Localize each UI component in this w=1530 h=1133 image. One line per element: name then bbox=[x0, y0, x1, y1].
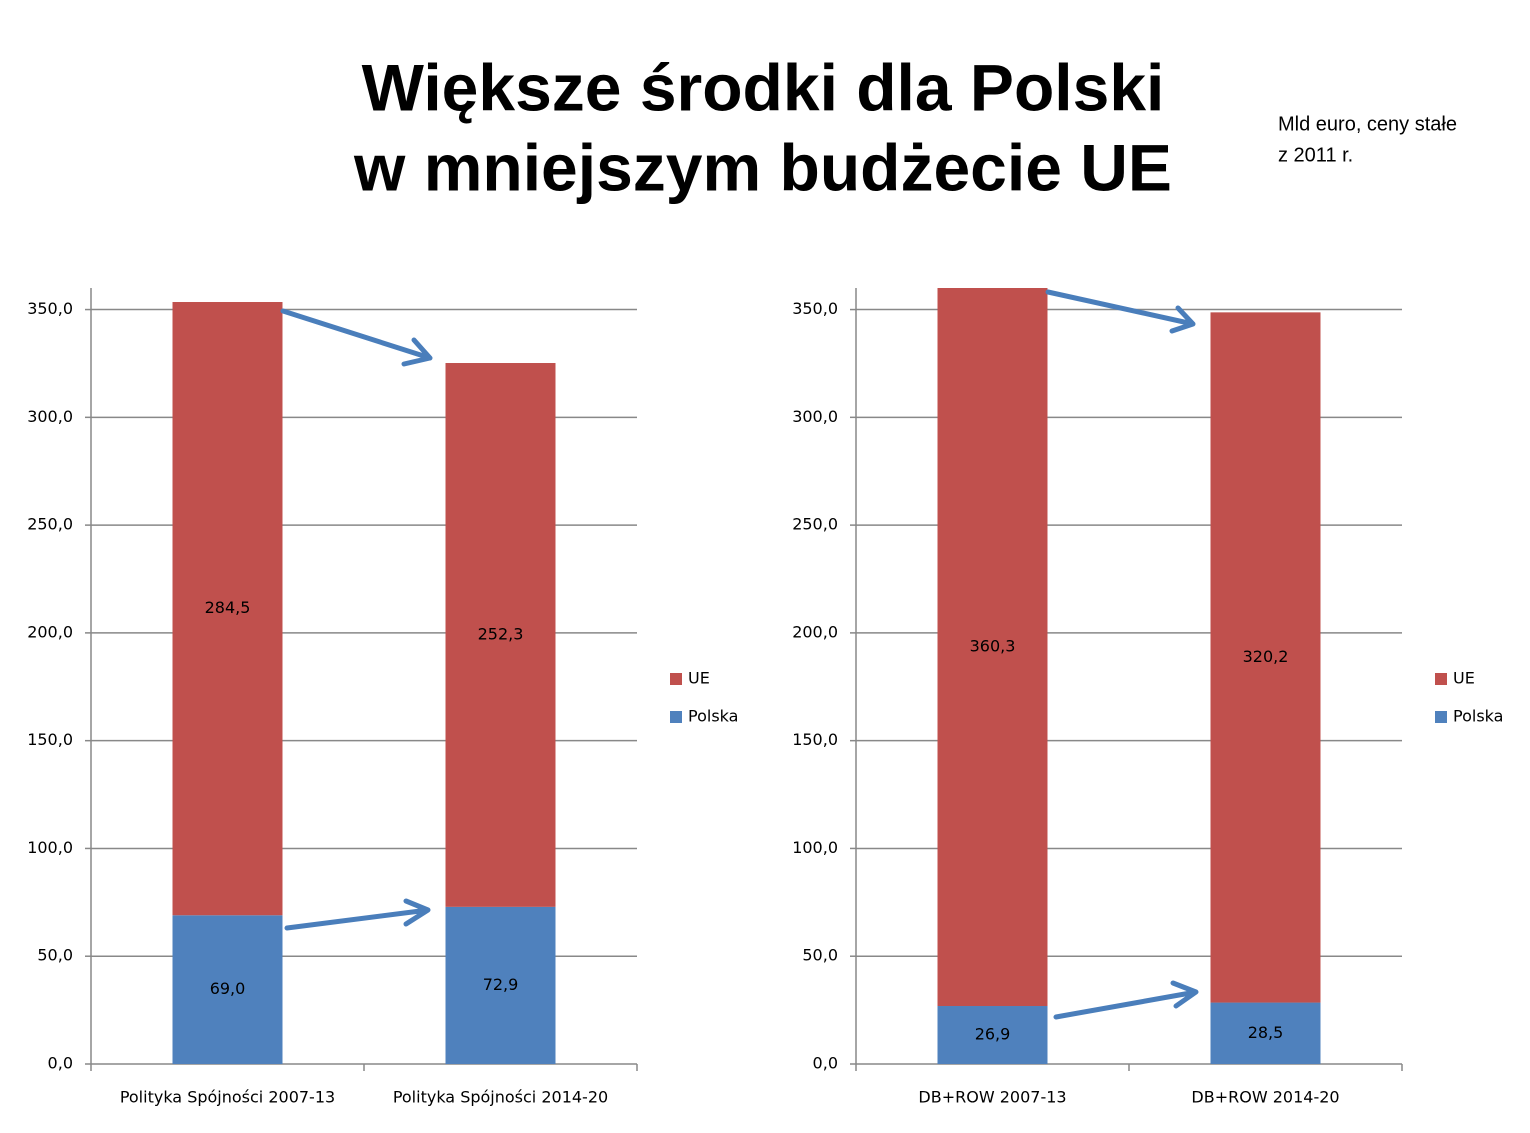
value-label: 69,0 bbox=[210, 979, 246, 998]
value-label: 320,2 bbox=[1243, 647, 1289, 666]
y-tick-label: 150,0 bbox=[792, 730, 838, 749]
value-label: 360,3 bbox=[970, 637, 1016, 656]
y-tick-label: 50,0 bbox=[37, 946, 73, 965]
bar-segment bbox=[172, 915, 283, 1064]
note-line: Mld euro, ceny stałe bbox=[1278, 113, 1457, 135]
charts: 0,0 50,0 100,0 150,0 200,0 250,0 300,0 350,0 Pol… bbox=[27, 288, 1503, 1107]
y-tick-label: 150,0 bbox=[27, 730, 73, 749]
y-tick-label: 0,0 bbox=[813, 1054, 838, 1073]
value-label: 72,9 bbox=[483, 975, 519, 994]
arrows bbox=[280, 289, 1199, 1020]
arrow bbox=[1045, 289, 1196, 334]
y-tick-label: 200,0 bbox=[792, 622, 838, 641]
x-tick-label: DB+ROW 2014-20 bbox=[1191, 1088, 1339, 1107]
title-line: Większe środki dla Polski bbox=[362, 50, 1165, 124]
y-tick-label: 300,0 bbox=[792, 407, 838, 426]
y-tick-label: 100,0 bbox=[27, 838, 73, 857]
legend-swatch bbox=[1435, 673, 1447, 685]
legend-swatch bbox=[1435, 711, 1447, 723]
y-tick-label: 100,0 bbox=[792, 838, 838, 857]
y-tick-label: 250,0 bbox=[27, 515, 73, 534]
arrow bbox=[280, 308, 433, 367]
bars bbox=[937, 288, 1321, 1064]
arrow bbox=[1053, 980, 1199, 1020]
bars bbox=[172, 302, 556, 1064]
y-tick-label: 300,0 bbox=[27, 407, 73, 426]
bar-segment bbox=[937, 288, 1048, 1007]
legend-label: Polska bbox=[1453, 707, 1503, 726]
y-tick-label: 200,0 bbox=[27, 622, 73, 641]
bar-segment bbox=[445, 363, 556, 907]
bar-segment bbox=[1210, 1002, 1321, 1064]
bar-segment bbox=[172, 302, 283, 916]
y-tick-label: 0,0 bbox=[48, 1054, 73, 1073]
y-tick-label: 50,0 bbox=[802, 946, 838, 965]
value-label: 26,9 bbox=[975, 1025, 1011, 1044]
title-line: w mniejszym budżecie UE bbox=[353, 130, 1172, 204]
arrow bbox=[284, 898, 431, 931]
value-label: 252,3 bbox=[478, 624, 524, 643]
y-tick-label: 350,0 bbox=[27, 299, 73, 318]
x-tick-label: DB+ROW 2007-13 bbox=[918, 1088, 1066, 1107]
legend-swatch bbox=[670, 673, 682, 685]
value-label: 28,5 bbox=[1248, 1023, 1284, 1042]
bar-segment bbox=[1210, 312, 1321, 1003]
legend-label: UE bbox=[688, 669, 710, 688]
bar-segment bbox=[445, 906, 556, 1064]
note-line: z 2011 r. bbox=[1278, 144, 1353, 166]
x-tick-label: Polityka Spójności 2007-13 bbox=[120, 1088, 335, 1107]
x-tick-label: Polityka Spójności 2014-20 bbox=[393, 1088, 608, 1107]
value-label: 284,5 bbox=[205, 598, 251, 617]
y-tick-label: 350,0 bbox=[792, 299, 838, 318]
y-tick-label: 250,0 bbox=[792, 515, 838, 534]
legend-label: Polska bbox=[688, 707, 738, 726]
bar-segment bbox=[937, 1006, 1048, 1064]
legend-swatch bbox=[670, 711, 682, 723]
legend-label: UE bbox=[1453, 669, 1475, 688]
